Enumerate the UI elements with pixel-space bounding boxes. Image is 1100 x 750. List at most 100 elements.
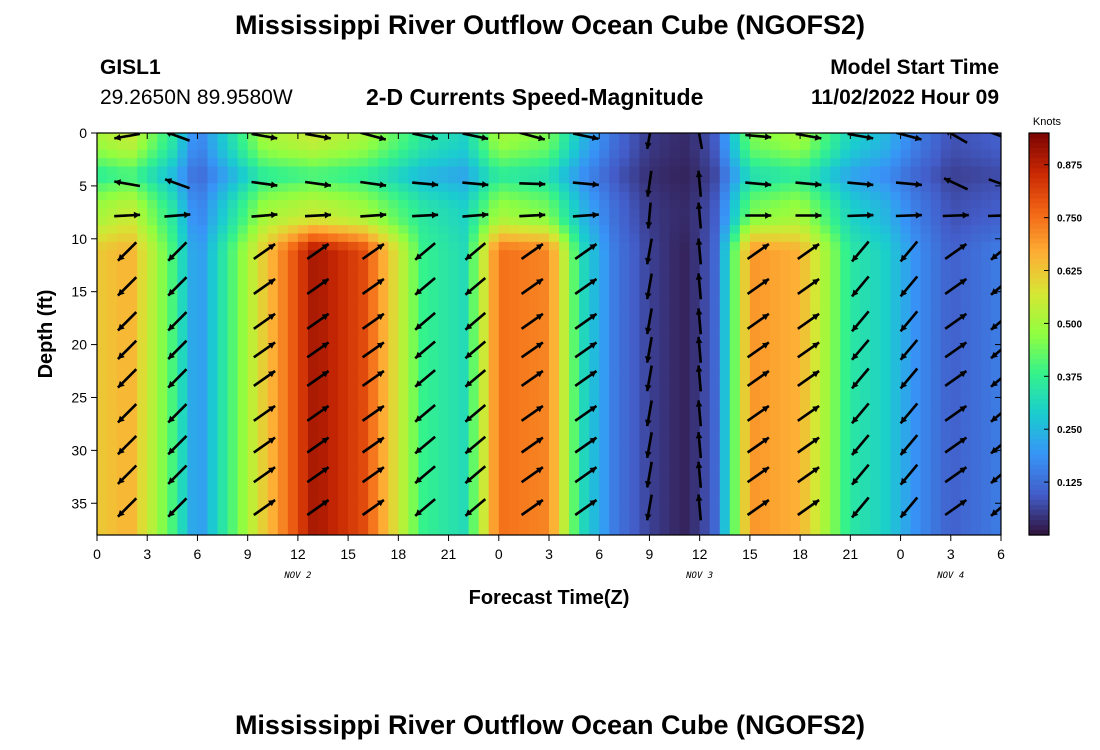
x-tick-label: 9	[244, 546, 252, 562]
heatmap-cell	[820, 191, 831, 201]
heatmap-cell	[639, 509, 651, 519]
heatmap-cell	[749, 241, 761, 251]
heatmap-cell	[498, 442, 510, 452]
heatmap-cell	[448, 300, 460, 310]
heatmap-cell	[830, 468, 841, 477]
current-vector	[116, 368, 138, 389]
heatmap-cell	[538, 166, 550, 176]
heatmap-cell	[890, 526, 902, 535]
current-vector	[944, 436, 968, 454]
heatmap-cell	[438, 250, 450, 260]
heatmap-cell	[167, 493, 178, 503]
heatmap-cell	[970, 468, 982, 477]
heatmap-cell	[649, 233, 661, 243]
current-vector	[695, 202, 703, 229]
heatmap-cell	[338, 325, 349, 335]
heatmap-cell	[599, 501, 610, 511]
heatmap-cell	[448, 174, 460, 184]
heatmap-cell	[850, 283, 861, 293]
heatmap-cell	[358, 325, 369, 335]
heatmap-cell	[257, 518, 269, 528]
heatmap-cell	[559, 417, 570, 427]
heatmap-cell	[167, 459, 178, 469]
heatmap-cell	[890, 484, 902, 494]
heatmap-cell	[217, 476, 229, 486]
heatmap-cell	[277, 434, 289, 444]
heatmap-cell	[589, 468, 600, 477]
heatmap-cell	[549, 133, 560, 142]
heatmap-cell	[709, 468, 721, 477]
heatmap-cell	[920, 241, 932, 251]
heatmap-cell	[267, 484, 279, 494]
heatmap-cell	[669, 468, 681, 477]
heatmap-cell	[749, 451, 761, 461]
heatmap-cell	[609, 267, 620, 276]
heatmap-cell	[569, 183, 580, 193]
heatmap-cell	[338, 476, 349, 486]
heatmap-cell	[840, 258, 851, 268]
heatmap-cell	[840, 434, 851, 444]
heatmap-cell	[177, 468, 188, 477]
heatmap-cell	[780, 283, 791, 293]
heatmap-cell	[217, 258, 229, 268]
heatmap-cell	[880, 208, 892, 218]
heatmap-cell	[960, 518, 972, 528]
heatmap-cell	[197, 384, 209, 394]
heatmap-cell	[559, 275, 570, 285]
heatmap-cell	[267, 384, 279, 394]
heatmap-cell	[810, 258, 821, 268]
heatmap-cell	[790, 401, 801, 410]
heatmap-cell	[97, 241, 108, 251]
heatmap-cell	[950, 325, 962, 335]
heatmap-cell	[649, 342, 661, 352]
heatmap-cell	[217, 442, 229, 452]
x-tick-label: 18	[391, 546, 407, 562]
heatmap-cell	[267, 158, 279, 168]
heatmap-cell	[528, 350, 540, 360]
heatmap-cell	[749, 308, 761, 318]
heatmap-cell	[990, 225, 1001, 235]
heatmap-cell	[559, 225, 570, 235]
heatmap-cell	[719, 409, 731, 419]
heatmap-cell	[388, 375, 399, 385]
heatmap-cell	[950, 183, 962, 193]
heatmap-cell	[659, 384, 671, 394]
heatmap-cell	[187, 300, 199, 310]
heatmap-cell	[177, 208, 188, 218]
heatmap-cell	[679, 317, 691, 327]
heatmap-cell	[569, 384, 580, 394]
heatmap-cell	[388, 459, 399, 469]
heatmap-cell	[458, 183, 470, 193]
heatmap-cell	[780, 241, 791, 251]
heatmap-cell	[157, 133, 168, 142]
heatmap-cell	[448, 451, 460, 461]
heatmap-cell	[880, 267, 892, 276]
heatmap-cell	[538, 459, 550, 469]
heatmap-cell	[769, 275, 781, 285]
current-vector	[253, 369, 276, 387]
heatmap-cell	[940, 459, 952, 469]
current-vector	[253, 277, 276, 295]
heatmap-cell	[579, 183, 590, 193]
heatmap-cell	[478, 493, 490, 503]
x-tick-label: 6	[997, 546, 1005, 562]
model-start-value: 11/02/2022 Hour 09	[811, 86, 999, 109]
heatmap-cell	[177, 183, 188, 193]
heatmap-cell	[117, 526, 128, 535]
heatmap-cell	[197, 292, 209, 302]
heatmap-cell	[207, 509, 219, 519]
heatmap-cell	[900, 308, 912, 318]
heatmap-cell	[97, 174, 108, 184]
heatmap-cell	[107, 342, 118, 352]
current-vector	[464, 404, 487, 423]
heatmap-cell	[157, 501, 168, 511]
heatmap-cell	[257, 183, 269, 193]
heatmap-cell	[769, 308, 781, 318]
heatmap-cell	[900, 468, 912, 477]
heatmap-cell	[428, 216, 440, 226]
heatmap-cell	[388, 133, 399, 142]
heatmap-cell	[830, 442, 841, 452]
heatmap-cell	[749, 183, 761, 193]
heatmap-cell	[277, 141, 289, 151]
heatmap-cell	[810, 166, 821, 176]
